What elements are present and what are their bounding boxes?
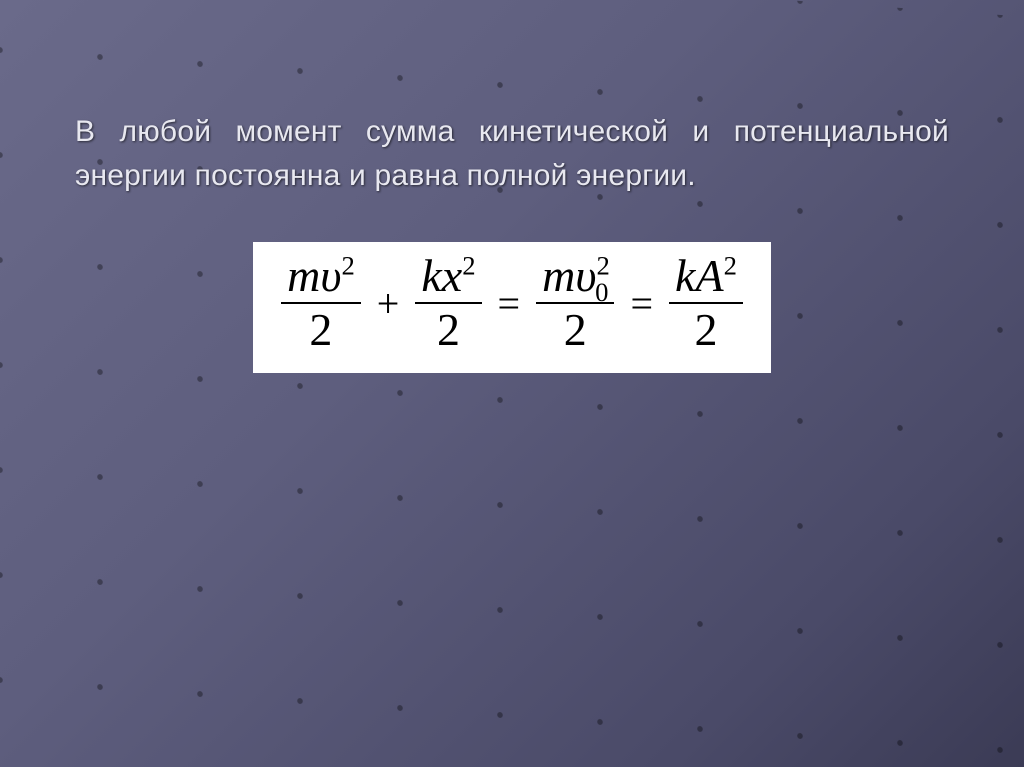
- var-k: k: [675, 250, 695, 301]
- var-m: m: [287, 250, 320, 301]
- denom-2: 2: [564, 304, 587, 354]
- denom-2: 2: [437, 304, 460, 354]
- equals-operator: =: [628, 280, 655, 327]
- formula-container: mυ2 2 + kx2 2 = mυ20 2 =: [75, 242, 949, 373]
- var-m: m: [542, 250, 575, 301]
- term-total-potential: kA2 2: [669, 252, 743, 355]
- term-total-kinetic: mυ20 2: [536, 252, 614, 355]
- exp-2: 2: [341, 251, 354, 281]
- var-k: k: [421, 250, 441, 301]
- denom-2: 2: [309, 304, 332, 354]
- intro-text: В любой момент сумма кинетической и поте…: [75, 110, 949, 197]
- exp-2: 2: [462, 251, 475, 281]
- var-x: x: [442, 250, 462, 301]
- exp-2: 2: [724, 251, 737, 281]
- term-kinetic: mυ2 2: [281, 252, 361, 355]
- var-v0: υ: [575, 250, 596, 301]
- sub-0: 0: [595, 277, 608, 307]
- var-A: A: [695, 250, 723, 301]
- energy-conservation-formula: mυ2 2 + kx2 2 = mυ20 2 =: [253, 242, 771, 373]
- plus-operator: +: [375, 280, 402, 327]
- denom-2: 2: [694, 304, 717, 354]
- var-v: υ: [320, 250, 341, 301]
- slide-content: В любой момент сумма кинетической и поте…: [0, 0, 1024, 373]
- equals-operator: =: [496, 280, 523, 327]
- term-potential: kx2 2: [415, 252, 481, 355]
